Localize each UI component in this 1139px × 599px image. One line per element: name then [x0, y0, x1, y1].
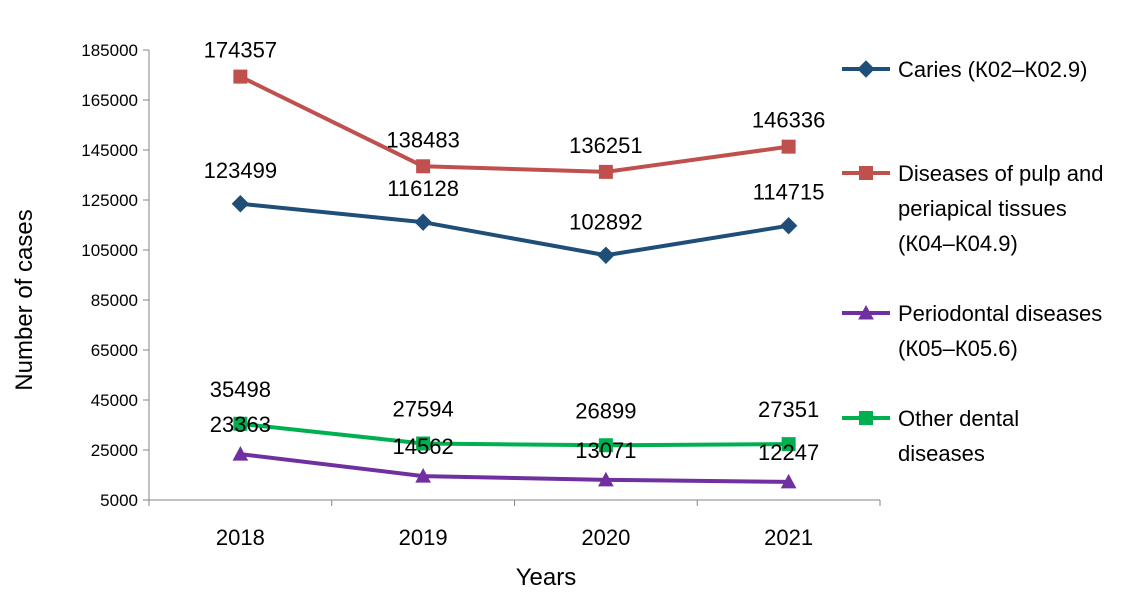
x-tick-label: 2019	[399, 525, 448, 550]
legend-label: Diseases of pulp and	[898, 161, 1103, 186]
y-tick-label: 165000	[81, 91, 138, 110]
data-label: 136251	[569, 133, 642, 158]
data-point-marker	[779, 217, 798, 235]
data-label: 27594	[393, 397, 454, 422]
x-tick-label: 2018	[216, 525, 265, 550]
data-point-marker	[598, 164, 613, 179]
legend: Caries (К02–К02.9) Diseases of pulp and pe…	[842, 57, 1103, 466]
data-point-marker	[416, 436, 431, 451]
data-point-marker	[415, 468, 431, 483]
data-label: 23363	[210, 412, 271, 437]
series-0	[231, 195, 798, 264]
y-tick-label: 45000	[91, 391, 138, 410]
data-point-marker	[233, 69, 248, 84]
legend-item-3: Other dental diseases	[842, 406, 1019, 466]
series-line	[240, 452, 789, 484]
data-label: 27351	[758, 397, 819, 422]
data-label: 12247	[758, 440, 819, 465]
series-layer	[231, 69, 798, 489]
data-label: 174357	[204, 38, 277, 63]
y-tick-label: 185000	[81, 41, 138, 60]
data-labels: 123499 116128 102892 114715 174357 138483 1362…	[204, 38, 826, 465]
data-point-marker	[414, 213, 432, 231]
data-label: 13071	[575, 438, 636, 463]
y-tick-label: 5000	[100, 491, 138, 510]
y-axis-title: Number of cases	[11, 209, 38, 390]
x-axis-title: Years	[516, 564, 577, 591]
legend-label: Caries (К02–К02.9)	[898, 57, 1088, 82]
data-point-marker	[233, 416, 248, 431]
legend-item-0: Caries (К02–К02.9)	[842, 57, 1088, 82]
data-label: 26899	[575, 398, 636, 423]
legend-label: periapical tissues	[898, 196, 1067, 221]
series-2	[232, 446, 797, 489]
legend-label: (К04–К04.9)	[898, 231, 1018, 256]
legend-marker-icon	[859, 411, 873, 425]
legend-label: (К05–К05.6)	[898, 336, 1018, 361]
data-point-marker	[232, 446, 249, 461]
data-point-marker	[781, 437, 796, 452]
data-label: 138483	[386, 127, 459, 152]
y-tick-label: 125000	[81, 191, 138, 210]
series-1	[233, 69, 796, 179]
data-point-marker	[598, 438, 613, 453]
series-3	[233, 416, 796, 453]
series-line	[240, 421, 789, 448]
legend-marker-icon	[857, 60, 875, 78]
legend-item-2: Periodontal diseases (К05–К05.6)	[842, 301, 1102, 361]
data-point-marker	[231, 195, 250, 213]
y-ticks: 185000 165000 145000 125000 105000 85000 65000…	[81, 41, 149, 510]
y-tick-label: 105000	[81, 241, 138, 260]
legend-label: diseases	[898, 441, 985, 466]
data-point-marker	[780, 473, 797, 489]
data-label: 35498	[210, 377, 271, 402]
y-tick-label: 145000	[81, 141, 138, 160]
data-point-marker	[597, 246, 615, 264]
x-ticks: 2018 2019 2020 2021	[148, 500, 881, 550]
legend-marker-icon	[859, 166, 873, 180]
y-tick-label: 25000	[91, 441, 138, 460]
data-point-marker	[598, 471, 614, 487]
legend-label: Periodontal diseases	[898, 301, 1102, 326]
legend-marker-icon	[858, 304, 874, 320]
y-tick-label: 85000	[91, 291, 138, 310]
legend-item-1: Diseases of pulp and periapical tissues (К…	[842, 161, 1103, 256]
data-label: 14562	[393, 434, 454, 459]
y-tick-label: 65000	[91, 341, 138, 360]
legend-label: Other dental	[898, 406, 1019, 431]
data-label: 116128	[387, 176, 459, 201]
data-label: 102892	[569, 209, 642, 234]
data-point-marker	[781, 139, 796, 154]
data-point-marker	[416, 159, 431, 174]
x-tick-label: 2021	[764, 525, 813, 550]
data-label: 123499	[204, 158, 277, 183]
series-line	[240, 201, 789, 258]
series-line	[239, 74, 789, 174]
x-tick-label: 2020	[581, 525, 630, 550]
data-label: 114715	[753, 180, 825, 205]
data-label: 146336	[752, 108, 825, 133]
